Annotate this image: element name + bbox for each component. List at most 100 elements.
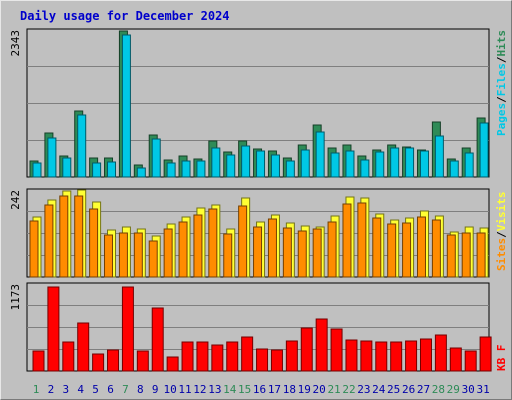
bar-sites	[372, 217, 382, 278]
bar-sites	[476, 232, 486, 278]
bar-files	[345, 150, 355, 178]
x-tick-label: 7	[122, 383, 129, 396]
x-tick-label: 20	[313, 383, 326, 396]
bar-sites	[342, 203, 352, 278]
chart-title: Daily usage for December 2024	[20, 9, 230, 23]
legend-kbf-part: KB F	[495, 345, 508, 372]
bar-files	[464, 152, 474, 178]
bar-files	[47, 137, 57, 178]
bar-kb-f	[77, 322, 90, 372]
x-tick-label: 14	[223, 383, 237, 396]
bar-kb-f	[151, 307, 164, 372]
bar-files	[92, 162, 102, 178]
x-tick-label: 27	[417, 383, 430, 396]
bar-kb-f	[345, 339, 358, 372]
bar-sites	[387, 223, 397, 278]
bar-kb-f	[285, 340, 298, 372]
bar-kb-f	[405, 340, 418, 372]
legend-hits-files-pages-part: /	[495, 56, 508, 63]
bar-kb-f	[32, 350, 45, 372]
bar-kb-f	[360, 340, 373, 372]
legend-hits-files-pages-part: /	[495, 96, 508, 103]
bar-kb-f	[211, 344, 224, 372]
bar-sites	[118, 232, 128, 278]
bar-files	[270, 154, 280, 178]
bar-kb-f	[121, 286, 134, 372]
x-tick-label: 17	[268, 383, 281, 396]
x-tick-label: 2	[48, 383, 55, 396]
bar-files	[285, 160, 295, 178]
x-tick-label: 11	[178, 383, 191, 396]
bar-kb-f	[62, 341, 75, 372]
bar-sites	[223, 233, 233, 278]
legend-sites-visits: Sites/Visits	[495, 192, 508, 272]
x-tick-label: 1	[33, 383, 40, 396]
bar-files	[315, 131, 325, 178]
y-max-label: 2343	[9, 30, 22, 57]
bar-sites	[297, 230, 307, 278]
bar-kb-f	[375, 341, 388, 372]
bar-sites	[148, 240, 158, 278]
x-tick-label: 31	[476, 383, 489, 396]
bar-sites	[178, 221, 188, 278]
bar-sites	[133, 232, 143, 278]
bar-files	[151, 138, 161, 178]
bar-sites	[431, 219, 441, 278]
legend-hits-files-pages: Pages/Files/Hits	[495, 30, 508, 136]
x-tick-label: 12	[193, 383, 206, 396]
bar-sites	[267, 218, 277, 278]
bar-files	[449, 160, 459, 178]
x-tick-label: 24	[372, 383, 386, 396]
y-max-label: 1173	[9, 284, 22, 311]
y-max-label: 242	[9, 190, 22, 210]
bar-sites	[357, 202, 367, 278]
legend-kbf: KB F	[495, 345, 508, 372]
bar-sites	[163, 228, 173, 278]
bar-sites	[282, 227, 292, 278]
bar-files	[419, 150, 429, 178]
bar-sites	[29, 220, 39, 278]
bar-sites	[89, 208, 99, 278]
bar-sites	[327, 221, 337, 278]
x-tick-label: 23	[357, 383, 370, 396]
bar-files	[121, 34, 131, 178]
bar-files	[241, 145, 251, 178]
bar-kb-f	[330, 328, 343, 372]
bar-kb-f	[390, 341, 403, 372]
bar-kb-f	[464, 350, 477, 372]
legend-sites-visits-part: Visits	[495, 192, 508, 232]
bar-files	[136, 167, 146, 178]
bar-sites	[253, 226, 263, 278]
x-tick-label: 18	[283, 383, 296, 396]
bar-kb-f	[181, 341, 194, 372]
bar-files	[77, 114, 87, 178]
x-tick-label: 29	[447, 383, 460, 396]
x-tick-label: 26	[402, 383, 415, 396]
bar-kb-f	[136, 350, 149, 372]
bar-kb-f	[315, 318, 328, 372]
legend-hits-files-pages-part: Pages	[495, 103, 508, 136]
bar-kb-f	[241, 336, 254, 372]
bar-kb-f	[196, 341, 209, 372]
x-tick-label: 3	[62, 383, 69, 396]
bar-sites	[104, 234, 114, 278]
x-tick-label: 13	[208, 383, 221, 396]
bar-files	[62, 157, 72, 178]
bar-kb-f	[47, 286, 60, 372]
x-tick-label: 16	[253, 383, 266, 396]
x-tick-label: 4	[77, 383, 84, 396]
bar-kb-f	[226, 341, 239, 372]
bar-files	[479, 122, 489, 178]
bar-kb-f	[166, 356, 179, 372]
legend-hits-files-pages-part: Hits	[495, 30, 508, 57]
x-tick-label: 19	[298, 383, 311, 396]
bar-kb-f	[256, 348, 269, 372]
x-tick-label: 15	[238, 383, 251, 396]
bar-files	[405, 147, 415, 178]
bar-files	[390, 147, 400, 178]
bar-files	[330, 152, 340, 178]
bar-sites	[44, 204, 54, 278]
x-tick-label: 25	[387, 383, 400, 396]
